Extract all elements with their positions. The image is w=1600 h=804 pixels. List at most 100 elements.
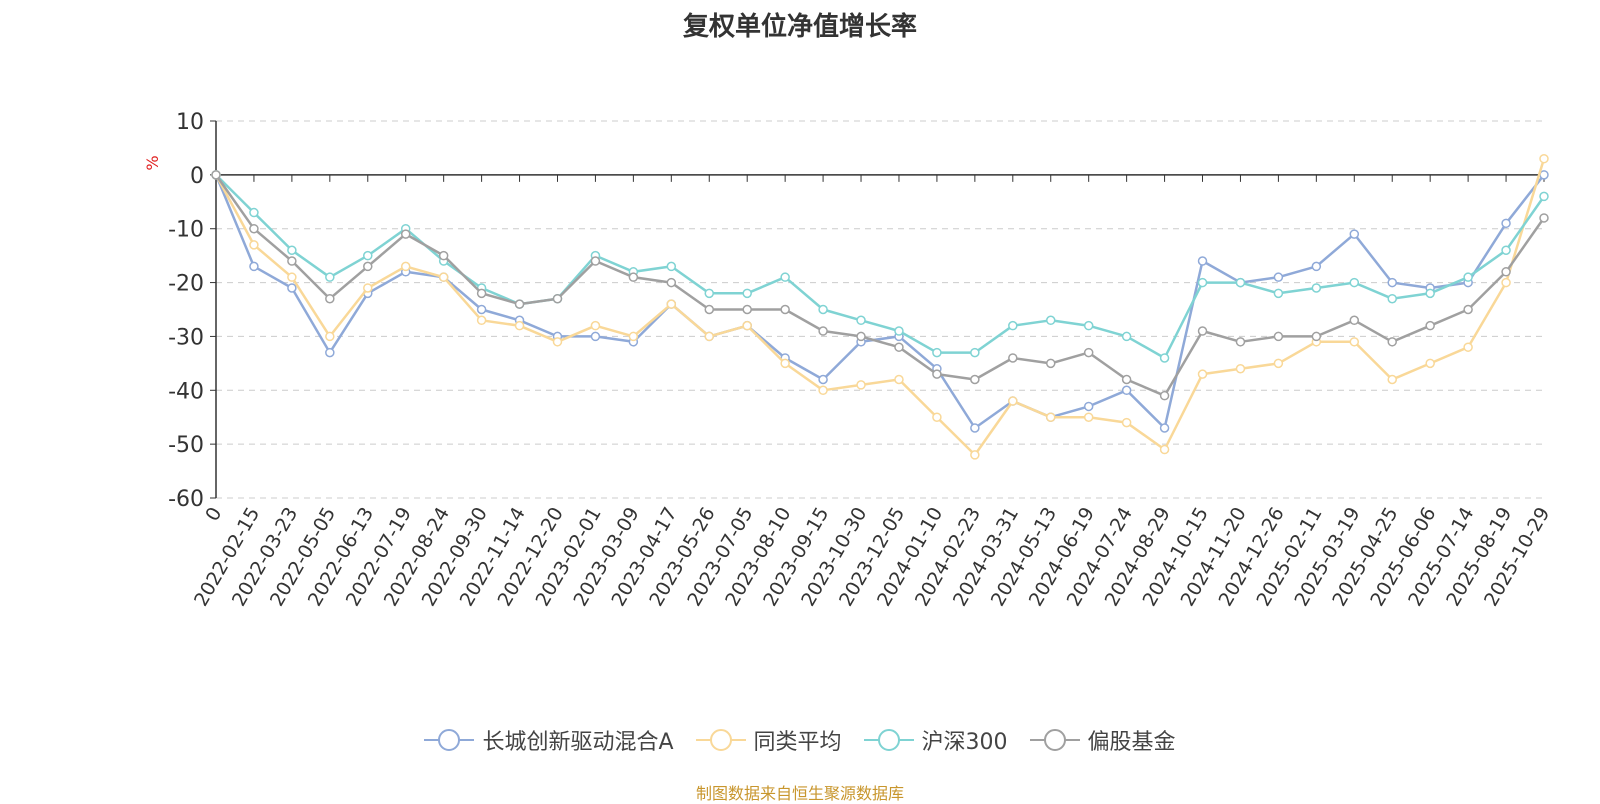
series-point-1: [1159, 444, 1170, 455]
series-point-3: [856, 331, 866, 342]
series-line-1: [214, 158, 1546, 457]
series-point-2: [363, 250, 373, 261]
series-point-3: [1501, 267, 1511, 277]
series-point-2: [249, 207, 259, 218]
y-tick-label: -20: [168, 272, 204, 297]
series-point-3: [1387, 337, 1397, 347]
series-point-3: [514, 299, 525, 309]
series-point-0: [970, 423, 980, 433]
legend-label-fund: 长城创新驱动混合A: [482, 730, 674, 755]
series-point-1: [552, 337, 563, 347]
series-point-1: [287, 272, 297, 282]
y-tick-label: -40: [168, 379, 204, 404]
series-point-1: [818, 385, 828, 396]
series-point-1: [1501, 277, 1511, 288]
series-point-2: [1008, 320, 1018, 331]
series-point-3: [438, 250, 449, 261]
legend-item-peer-average[interactable]: 同类平均: [695, 724, 842, 756]
y-tick-label: -10: [168, 218, 204, 243]
series-point-3: [780, 304, 790, 315]
series-point-3: [1045, 358, 1056, 369]
legend-label-csi300: 沪深300: [921, 730, 1008, 755]
legend-marker-fund-icon: [424, 729, 475, 751]
series-point-1: [1539, 153, 1549, 164]
legend-item-fund[interactable]: 长城创新驱动混合A: [424, 724, 674, 756]
series-point-1: [932, 412, 942, 422]
series-point-2: [1349, 277, 1360, 288]
series-point-0: [1083, 401, 1094, 412]
legend-label-peer-average: 同类平均: [753, 730, 842, 755]
series-point-1: [780, 358, 790, 369]
series-point-2: [325, 272, 335, 282]
series-point-1: [1121, 417, 1132, 428]
legend-marker-peer-icon: [695, 729, 746, 751]
series-point-3: [476, 288, 487, 299]
series-point-2: [287, 245, 297, 256]
series-point-2: [1463, 272, 1473, 282]
y-tick-label: -60: [168, 487, 204, 512]
series-point-3: [1083, 347, 1094, 358]
series-point-1: [1008, 396, 1018, 406]
series-point-2: [970, 347, 980, 358]
series-line-3: [214, 174, 1546, 397]
series-point-1: [1273, 358, 1284, 369]
series-point-2: [1273, 288, 1284, 299]
series-point-3: [742, 304, 752, 315]
series-point-1: [1425, 358, 1435, 369]
y-tick-label: -50: [168, 433, 204, 458]
series-point-2: [1159, 353, 1170, 363]
series-point-3: [894, 342, 904, 352]
series-point-2: [780, 272, 790, 282]
series-point-1: [590, 320, 601, 331]
series-point-3: [1311, 331, 1322, 342]
series-point-0: [1501, 218, 1511, 229]
series-point-2: [1539, 191, 1549, 202]
series-point-3: [363, 261, 373, 272]
series-point-3: [628, 272, 639, 282]
chart-legend: 长城创新驱动混合A 同类平均 沪深300 偏股基金: [0, 724, 1600, 756]
legend-marker-csi300-icon: [863, 729, 914, 751]
series-point-1: [514, 320, 525, 331]
legend-item-equity-funds[interactable]: 偏股基金: [1029, 724, 1176, 756]
series-point-2: [894, 326, 904, 336]
series-point-2: [1197, 277, 1208, 288]
series-point-3: [818, 326, 828, 336]
series-point-3: [1235, 337, 1246, 347]
series-point-3: [249, 223, 259, 234]
chart-title: 复权单位净值增长率: [682, 12, 917, 42]
series-point-0: [1273, 272, 1284, 282]
series-point-0: [287, 283, 297, 293]
x-tick-label: 0: [201, 504, 226, 525]
series-point-0: [818, 374, 828, 385]
series-point-3: [1539, 213, 1549, 223]
series-point-2: [1121, 331, 1132, 342]
series-point-1: [856, 380, 866, 390]
series-point-3: [1349, 315, 1360, 326]
series-point-1: [1235, 363, 1246, 374]
series-point-3: [1273, 331, 1284, 342]
series-point-3: [1463, 304, 1473, 315]
series-point-3: [590, 256, 601, 266]
series-point-3: [1159, 390, 1170, 401]
legend-marker-equity-icon: [1029, 729, 1080, 751]
y-tick-label: 0: [190, 164, 204, 189]
series-point-2: [856, 315, 866, 326]
series-point-0: [476, 304, 487, 315]
series-point-3: [1121, 374, 1132, 385]
series-point-0: [1197, 256, 1208, 266]
series-point-0: [1121, 385, 1132, 396]
series-point-3: [400, 229, 411, 239]
series-point-1: [894, 374, 904, 385]
series-point-1: [438, 272, 449, 282]
series-point-1: [1387, 374, 1397, 385]
data-source-note: 制图数据来自恒生聚源数据库: [695, 784, 904, 803]
legend-item-csi300[interactable]: 沪深300: [863, 724, 1008, 756]
series-point-1: [325, 331, 335, 342]
series-point-1: [400, 261, 411, 272]
y-tick-label: -30: [168, 325, 204, 350]
y-tick-label: 10: [176, 110, 204, 135]
series-point-2: [1387, 293, 1397, 304]
series-point-2: [1425, 288, 1435, 299]
y-axis-unit-label: %: [143, 155, 162, 170]
